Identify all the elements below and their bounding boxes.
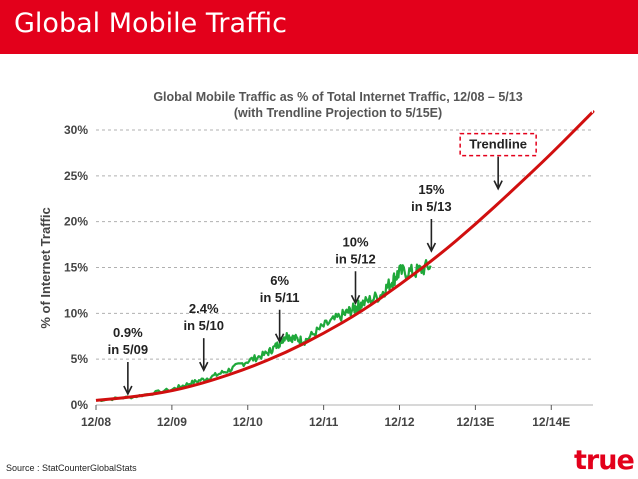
x-tick-layer: 12/08 12/09 12/10 12/11 12/12 12/13E 12/14E bbox=[81, 405, 570, 429]
annotation-arrowhead bbox=[350, 294, 361, 306]
annotation-arrowhead bbox=[123, 385, 133, 396]
annotation-label: 0.9% bbox=[113, 325, 143, 340]
y-tick-label: 30% bbox=[64, 123, 88, 137]
annotation-label: in 5/12 bbox=[335, 251, 375, 266]
series-actual-line bbox=[95, 259, 432, 403]
x-tick-label: 12/12 bbox=[384, 415, 414, 429]
annotation-label: 6% bbox=[270, 273, 289, 288]
chart-title: Global Mobile Traffic as % of Total Inte… bbox=[153, 90, 522, 104]
annotation-label: in 5/09 bbox=[108, 342, 148, 357]
chart: Global Mobile Traffic as % of Total Inte… bbox=[38, 90, 595, 429]
y-tick-label: 5% bbox=[71, 352, 89, 366]
header-bar: Global Mobile Traffic bbox=[0, 0, 638, 54]
annotation-arrowhead bbox=[199, 361, 209, 372]
y-tick-layer: 0% 5% 10% 15% 20% 25% 30% bbox=[64, 123, 88, 412]
annotation-label: Trendline bbox=[469, 137, 527, 152]
source-note: Source : StatCounterGlobalStats bbox=[6, 463, 137, 473]
annotation-label: in 5/10 bbox=[184, 318, 224, 333]
grid-layer bbox=[96, 129, 593, 406]
y-tick-label: 0% bbox=[71, 398, 89, 412]
annotation-label: in 5/11 bbox=[260, 290, 300, 305]
chart-subtitle: (with Trendline Projection to 5/15E) bbox=[234, 106, 442, 120]
y-axis-label: % of Internet Traffic bbox=[38, 207, 53, 328]
x-tick-label: 12/14E bbox=[532, 415, 570, 429]
y-tick-label: 15% bbox=[64, 261, 88, 275]
y-tick-label: 20% bbox=[64, 215, 88, 229]
annotation-label: 15% bbox=[418, 182, 444, 197]
annotation-layer: 0.9% in 5/09 2.4% in 5/10 6% in 5/11 10% in 5/1… bbox=[108, 132, 537, 396]
annotation-arrowhead bbox=[426, 242, 437, 253]
annotation-label: 2.4% bbox=[189, 301, 219, 316]
series-layer bbox=[95, 110, 595, 403]
annotation-arrowhead bbox=[274, 333, 285, 344]
x-tick-label: 12/09 bbox=[157, 415, 187, 429]
brand-logo: true bbox=[574, 445, 635, 476]
y-tick-label: 10% bbox=[64, 306, 88, 320]
y-tick-label: 25% bbox=[64, 169, 88, 183]
x-tick-label: 12/10 bbox=[233, 415, 263, 429]
series-trendline bbox=[95, 110, 595, 402]
annotation-label: in 5/13 bbox=[411, 199, 451, 214]
annotation-arrowhead bbox=[493, 180, 503, 191]
x-tick-label: 12/13E bbox=[456, 415, 494, 429]
annotation-label: 10% bbox=[342, 234, 368, 249]
x-tick-label: 12/08 bbox=[81, 415, 111, 429]
x-tick-label: 12/11 bbox=[309, 415, 339, 429]
trendline-box bbox=[459, 132, 537, 157]
slide-title: Global Mobile Traffic bbox=[14, 8, 287, 39]
